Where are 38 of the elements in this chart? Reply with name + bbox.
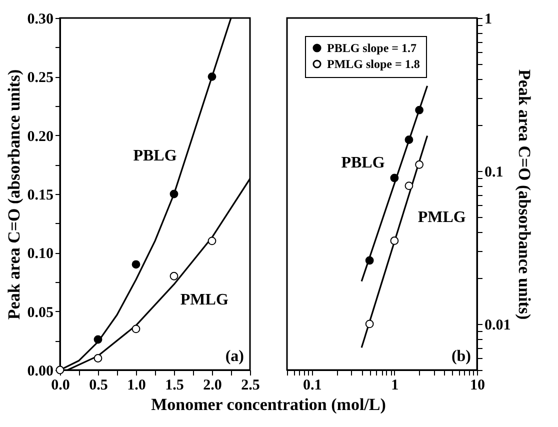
y-tick-label: 0.10 xyxy=(27,246,54,262)
annotation: PBLG xyxy=(341,154,386,172)
y-tick-label: 0.00 xyxy=(27,364,54,380)
legend-label: PBLG slope = 1.7 xyxy=(327,41,417,55)
y-tick-label: 0.20 xyxy=(27,128,54,145)
x-tick-label: 0.5 xyxy=(89,378,108,394)
x-tick-label: 1 xyxy=(391,378,399,394)
annotation: PMLG xyxy=(180,292,229,309)
annotation: PBLG xyxy=(133,147,178,164)
y-tick-label: 0.30 xyxy=(27,12,54,28)
point xyxy=(132,324,140,334)
y-tick-label: 0.01 xyxy=(484,317,511,334)
annotation: PMLG xyxy=(418,208,466,226)
point xyxy=(208,72,216,81)
y-tick-label: 0.25 xyxy=(27,70,54,86)
point xyxy=(170,272,178,280)
x-tick-label: 2.0 xyxy=(203,378,222,394)
y-tick-label: 0.1 xyxy=(484,164,504,180)
legend-label: PMLG slope = 1.8 xyxy=(327,57,420,71)
x-tick-label: 2.5 xyxy=(241,378,260,394)
x-tick-label: 1.0 xyxy=(127,378,146,394)
x-tick-label: 0.0 xyxy=(51,378,70,394)
x-axis-title: Monomer concentration (mol/L) xyxy=(151,394,386,414)
annotation: (b) xyxy=(451,348,471,365)
point xyxy=(170,190,178,198)
x-tick-label: 0.1 xyxy=(302,378,322,394)
y-axis-title: Peak area C=O (absorbance units) xyxy=(4,69,24,320)
x-tick-label: 1.5 xyxy=(165,378,184,394)
point xyxy=(94,354,102,362)
point xyxy=(208,236,216,246)
y-tick-label: 1 xyxy=(484,12,492,28)
point xyxy=(94,335,102,344)
y-axis-title: Peak area C=O (absorbance units) xyxy=(514,69,534,320)
x-tick-label: 10 xyxy=(470,378,485,394)
y-tick-label: 0.15 xyxy=(27,188,54,204)
annotation: (a) xyxy=(225,348,244,365)
y-tick-label: 0.05 xyxy=(27,304,54,321)
point xyxy=(132,260,140,269)
